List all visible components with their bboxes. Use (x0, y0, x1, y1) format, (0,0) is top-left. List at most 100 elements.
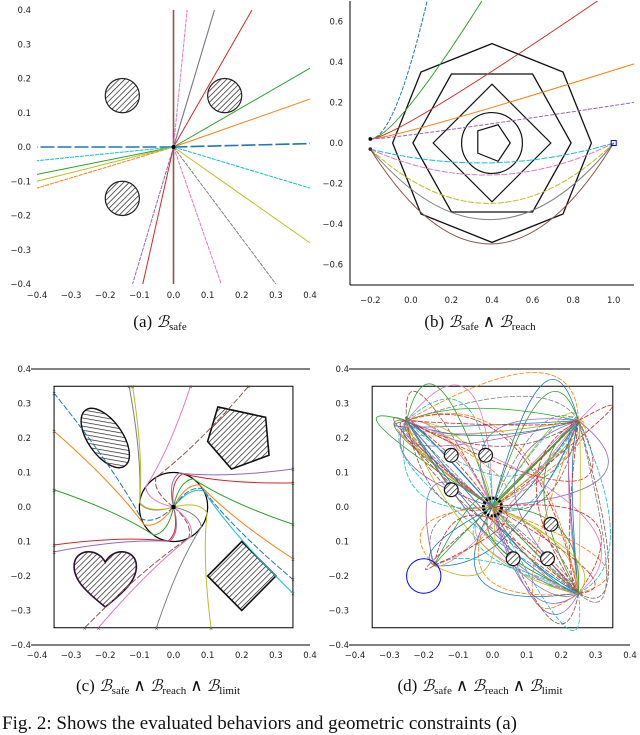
trajectory (402, 420, 493, 509)
trajectory (53, 392, 174, 521)
behavior-symbol: ℬ (499, 312, 512, 331)
x-tick-label: −0.2 (360, 296, 381, 306)
y-tick-label: 0.2 (17, 434, 31, 444)
trajectory (568, 420, 579, 594)
obstacle-square (206, 540, 278, 612)
y-tick-label: −0.4 (328, 641, 349, 651)
y-tick-label: −0.1 (10, 177, 31, 187)
trajectory (84, 506, 190, 629)
y-tick-label: 0.6 (329, 17, 343, 27)
x-tick-label: 0.3 (269, 651, 283, 661)
goal-region-circle (138, 471, 209, 543)
reaching-trajectory (369, 142, 615, 221)
y-tick-label: 0.4 (329, 58, 343, 68)
trajectory (492, 420, 579, 508)
x-tick-label: 0.4 (623, 651, 637, 661)
escaping-trajectory (370, 0, 428, 140)
x-tick-label: 0.4 (303, 291, 317, 301)
trajectory (406, 398, 493, 508)
x-tick-label: 0.1 (201, 291, 215, 301)
trajectory (425, 481, 493, 566)
reaching-trajectory (369, 142, 615, 245)
start-cross-marker: × (83, 626, 87, 632)
start-cross-marker: × (209, 626, 213, 632)
start-marker (368, 137, 373, 141)
trajectory (155, 506, 202, 628)
x-tick-label: 0.2 (554, 651, 568, 661)
goal-marker (482, 496, 503, 518)
x-tick-label: −0.3 (379, 651, 400, 661)
trajectory (173, 146, 311, 189)
obstacle-heart (73, 551, 138, 609)
reaching-trajectory (369, 142, 615, 204)
trajectory (406, 372, 579, 422)
trajectory (173, 9, 253, 148)
trajectory (173, 484, 294, 560)
behavior-symbol: ℬ (149, 676, 163, 695)
trajectory (173, 146, 277, 285)
trajectory (53, 506, 177, 546)
obstacle-circle (104, 77, 140, 114)
x-tick-label: 0.4 (303, 651, 317, 661)
start-cross-marker: × (291, 522, 295, 528)
trajectory (433, 506, 494, 567)
and-operator: ∧ (133, 676, 146, 695)
limit-box (371, 385, 614, 629)
behavior-symbol: ℬ (99, 676, 112, 695)
x-tick-label: −0.1 (129, 291, 150, 301)
behavior-subscript: reach (511, 321, 536, 333)
start-cross-marker: × (130, 384, 134, 390)
y-tick-label: 0.0 (329, 139, 343, 149)
reaching-trajectory (370, 142, 614, 164)
trajectory (428, 506, 493, 566)
y-tick-label: 0.2 (335, 434, 349, 444)
y-tick-label: −0.2 (10, 212, 31, 222)
start-cross-marker: × (291, 577, 295, 583)
x-tick-label: −0.3 (61, 651, 82, 661)
obstacle-circle (543, 516, 559, 532)
trajectory (132, 146, 174, 285)
behavior-subscript: safe (168, 321, 187, 333)
panel-a: −0.4 −0.3 −0.2 −0.1 0.0 0.1 0.2 0.3 0.4 0.4 0.3 0.2… (10, 6, 316, 301)
start-cross-marker: × (96, 626, 100, 632)
start-cross-marker: × (246, 384, 250, 390)
obstacle-circle (207, 77, 243, 114)
trajectory (429, 506, 493, 566)
panel-c: −0.4 −0.3 −0.2 −0.1 0.0 0.1 0.2 0.3 0.4 0.4 0.3 0.2… (10, 365, 316, 661)
caption-b: (b) ℬsafe ∧ ℬreach (424, 312, 535, 333)
behavior-subscript: safe (434, 685, 452, 697)
start-cross-marker: × (291, 591, 295, 597)
x-tick-label: −0.4 (27, 651, 48, 661)
trajectory (53, 489, 174, 536)
trajectory (142, 146, 174, 285)
trajectory (394, 419, 493, 508)
x-tick-label: 0.3 (269, 291, 283, 301)
x-tick-label: −0.1 (448, 651, 469, 661)
caption-a: (a) ℬsafe (133, 312, 186, 333)
x-tick-label: 0.0 (486, 651, 500, 661)
behavior-subscript: reach (162, 685, 187, 697)
trajectory (36, 146, 174, 189)
figure-caption: Fig. 2: Shows the evaluated behaviors an… (2, 713, 517, 734)
trajectory (406, 420, 579, 477)
y-tick-label: −0.4 (10, 641, 31, 651)
start-cross-marker: × (154, 626, 158, 632)
y-tick-label: 0.1 (17, 109, 31, 119)
trajectory (406, 420, 579, 447)
trajectory (492, 506, 608, 594)
and-operator: ∧ (190, 676, 203, 695)
trajectory (36, 146, 174, 162)
x-tick-label: 0.0 (167, 291, 181, 301)
y-tick-label: 0.1 (335, 538, 349, 548)
y-tick-label: 0.0 (17, 503, 31, 513)
trajectory (492, 506, 579, 594)
x-tick-label: −0.2 (95, 651, 116, 661)
trajectory (578, 420, 610, 599)
trajectory (398, 420, 579, 594)
y-tick-label: 0.0 (17, 143, 31, 153)
obstacle-circle (443, 482, 459, 498)
trajectory (173, 142, 311, 148)
behavior-subscript: limit (541, 685, 563, 697)
constraint-octagon (391, 42, 593, 244)
